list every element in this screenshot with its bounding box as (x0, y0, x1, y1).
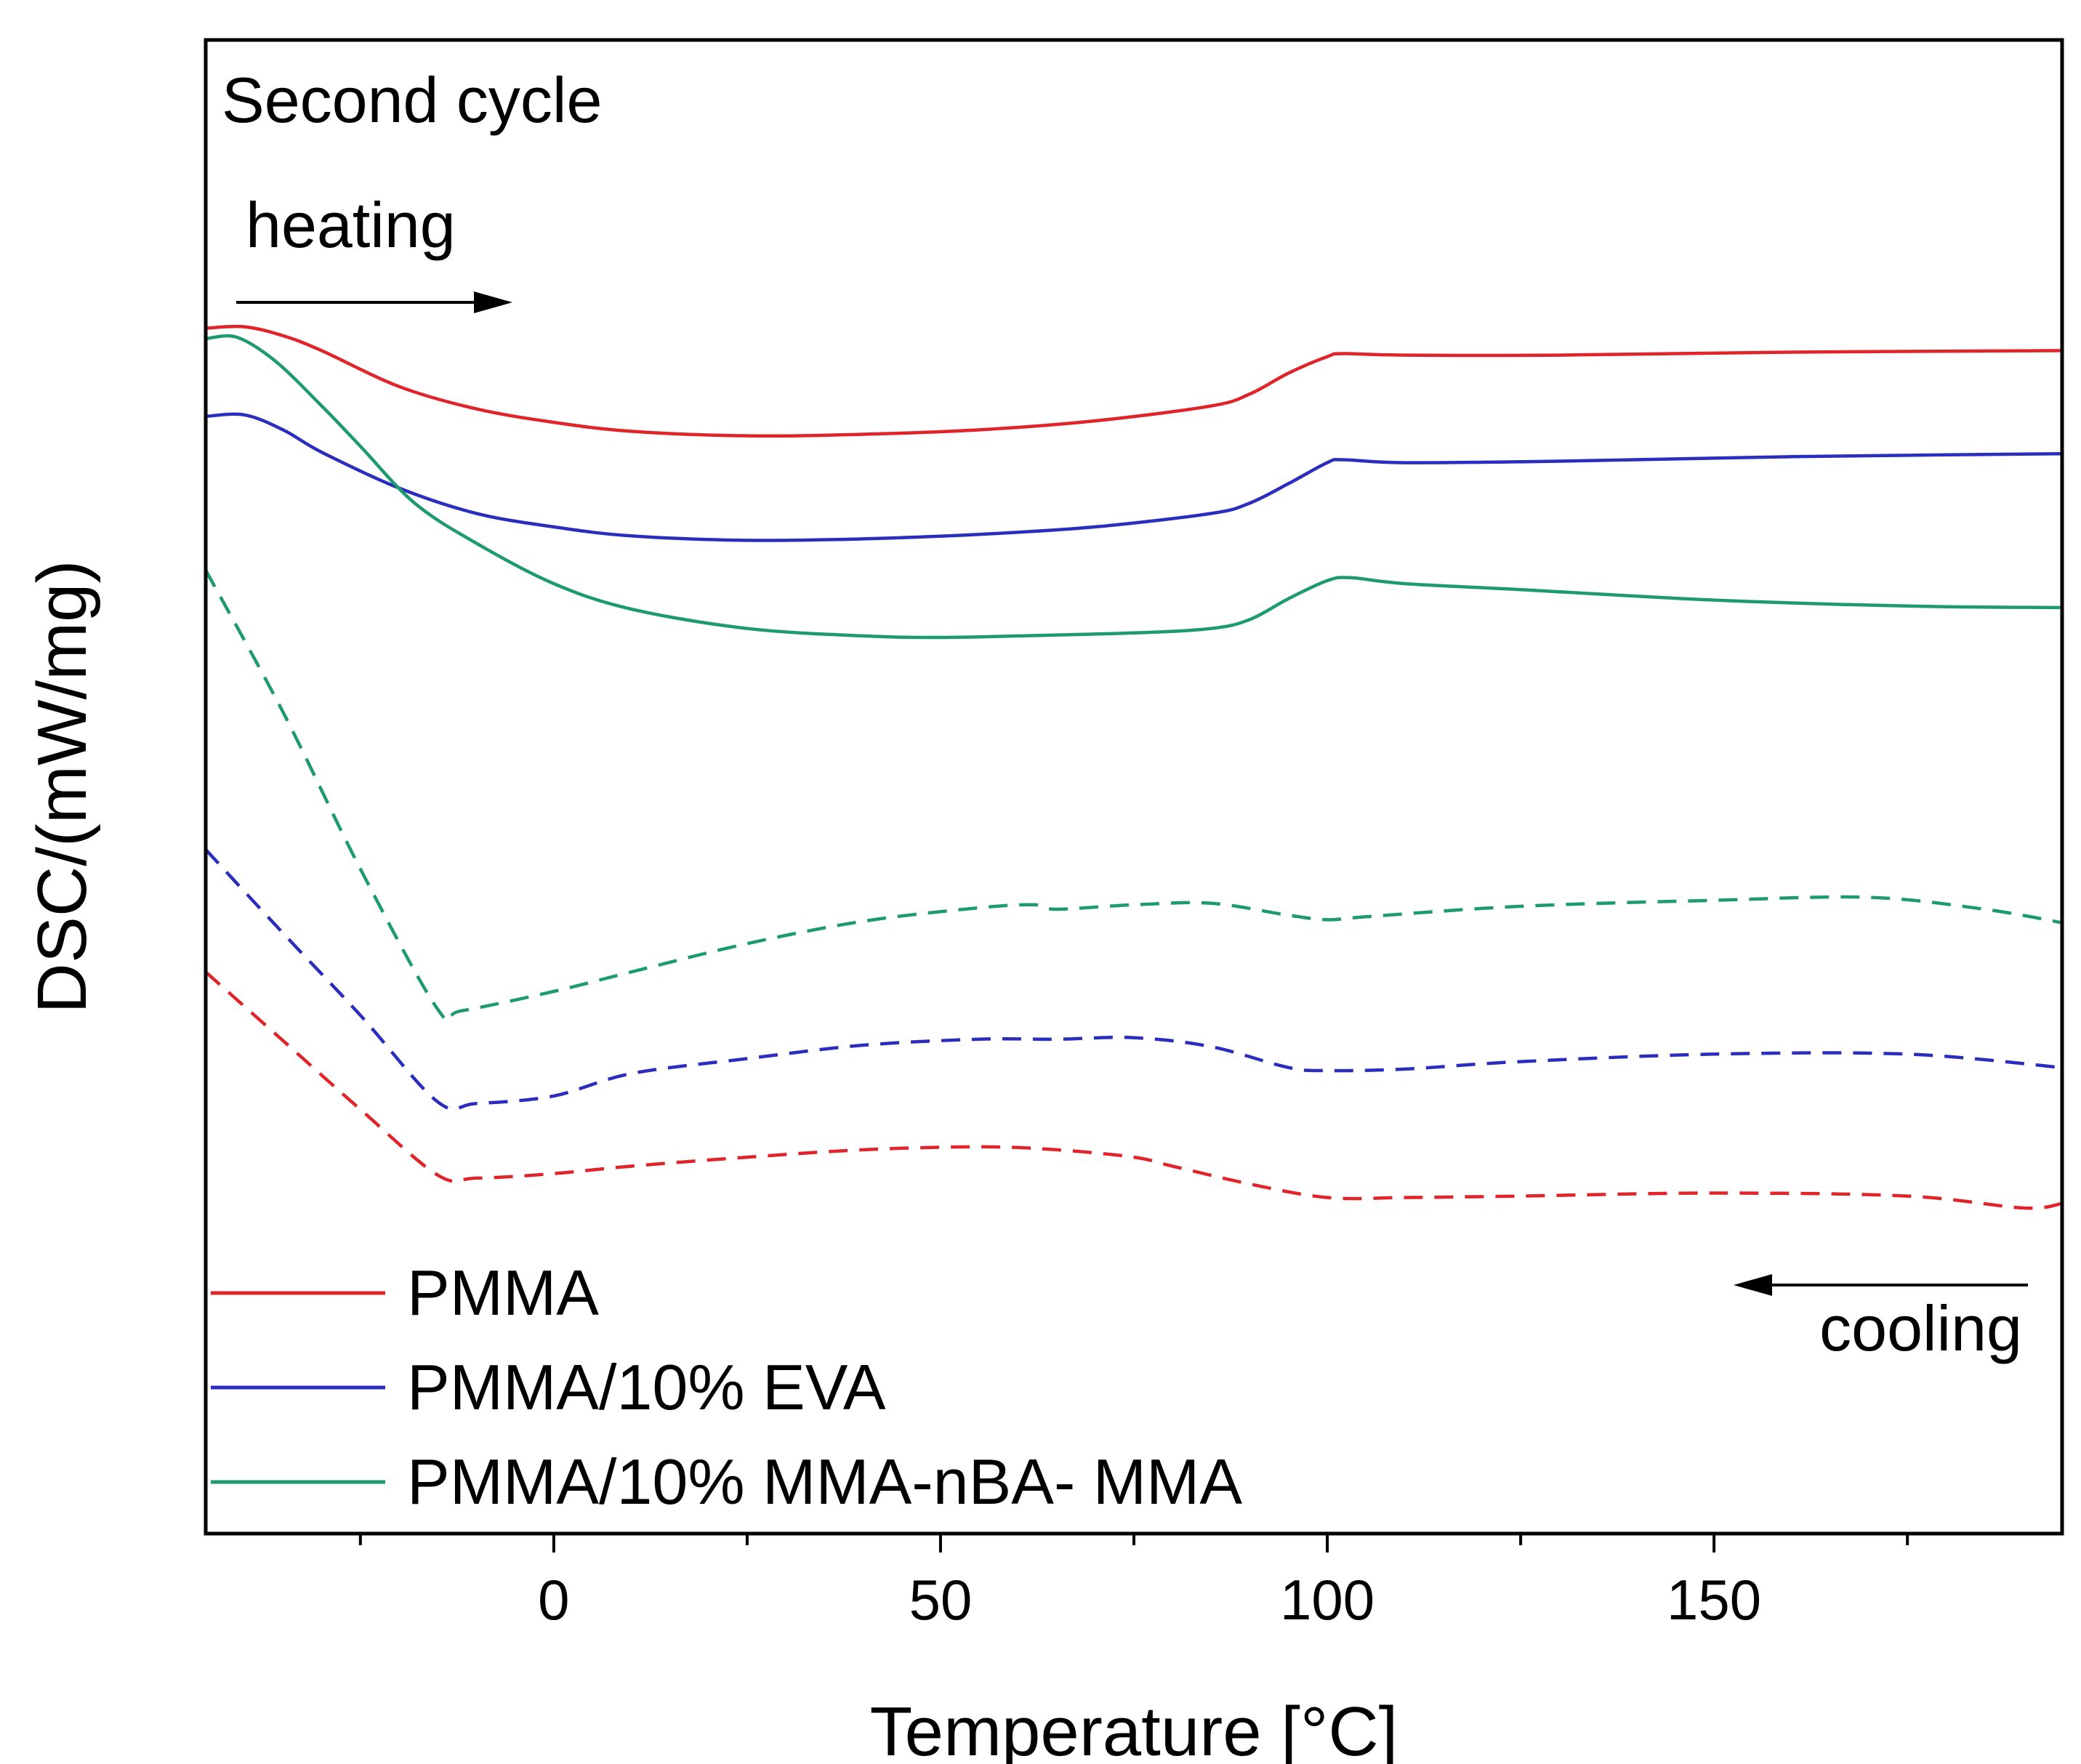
series-line-pmma (205, 324, 2063, 438)
legend-label-pmma-10-mma-nba-mma: PMMA/10% MMA-nBA- MMA (407, 1446, 1242, 1518)
x-axis-title: Temperature [°C] (870, 1693, 1398, 1764)
x-tick-label: 100 (1280, 1568, 1374, 1632)
series-line-pmma-10-mma-nba-mma-cooling (204, 569, 2063, 1023)
series-line-pmma-cooling (204, 970, 2063, 1210)
x-tick-label: 150 (1667, 1568, 1761, 1632)
series-layer (204, 324, 2063, 1210)
legend-label-pmma-10-eva: PMMA/10% EVA (407, 1351, 886, 1423)
series-line-pmma-10-mma-nba-mma (205, 334, 2063, 640)
y-axis-title: DSC/(mW/mg) (23, 560, 101, 1014)
tick-layer: 0 50 100 150 (358, 1534, 1909, 1632)
series-line-pmma-10-eva-cooling (204, 848, 2063, 1111)
series-line-pmma-10-eva (205, 412, 2063, 542)
cooling-label: cooling (1819, 1292, 2022, 1364)
x-tick-label: 50 (909, 1568, 973, 1632)
cooling-arrow (1734, 1274, 2028, 1296)
legend: PMMA PMMA/10% EVA PMMA/10% MMA-nBA- MMA (211, 1257, 1242, 1518)
heating-arrow (236, 291, 512, 313)
panel-label: Second cycle (222, 64, 602, 136)
x-tick-label: 0 (538, 1568, 569, 1632)
legend-label-pmma: PMMA (407, 1257, 599, 1329)
heating-label: heating (246, 189, 456, 261)
